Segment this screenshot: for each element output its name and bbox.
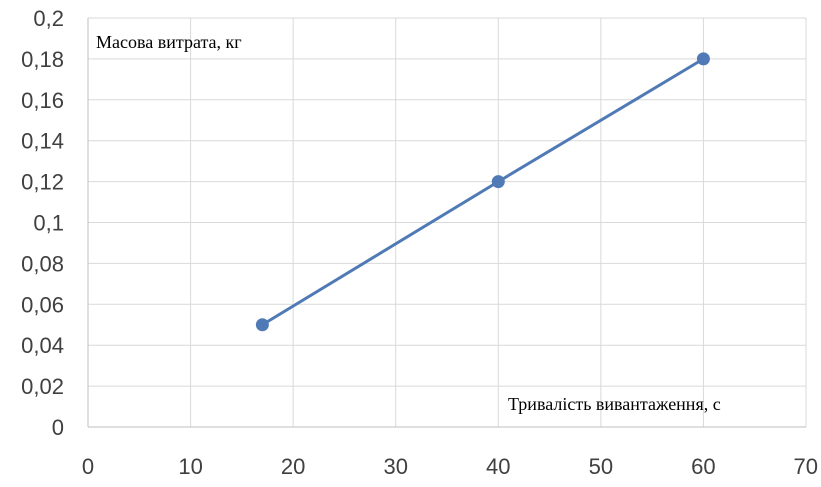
x-axis-label: Тривалість вивантаження, с: [508, 394, 721, 414]
x-tick-label: 20: [281, 454, 305, 479]
y-tick-labels: 0 0,02 0,04 0,06 0,08 0,1 0,12 0,14 0,16 0,18 0,2: [21, 6, 64, 440]
y-tick-label: 0,08: [21, 251, 64, 276]
data-point: [255, 318, 269, 332]
axes: [87, 18, 806, 428]
x-tick-label: 40: [486, 454, 510, 479]
x-tick-label: 70: [794, 454, 818, 479]
y-tick-label: 0,2: [33, 6, 64, 31]
y-tick-label: 0,12: [21, 170, 64, 195]
data-point: [491, 175, 505, 189]
data-point: [696, 52, 710, 66]
series: [255, 52, 710, 332]
y-tick-label: 0,04: [21, 333, 64, 358]
x-tick-labels: 0 10 20 30 40 50 60 70: [82, 454, 818, 479]
x-tick-label: 60: [691, 454, 715, 479]
x-tick-label: 50: [589, 454, 613, 479]
y-tick-label: 0,14: [21, 129, 64, 154]
y-tick-label: 0,06: [21, 292, 64, 317]
y-tick-label: 0,1: [33, 211, 64, 236]
y-tick-label: 0: [52, 415, 64, 440]
y-tick-label: 0,18: [21, 47, 64, 72]
x-tick-label: 0: [82, 454, 94, 479]
x-tick-label: 30: [383, 454, 407, 479]
gridlines: [88, 17, 807, 427]
y-tick-label: 0,02: [21, 374, 64, 399]
y-tick-label: 0,16: [21, 88, 64, 113]
y-axis-label: Масова витрата, кг: [96, 32, 242, 52]
x-tick-label: 10: [178, 454, 202, 479]
